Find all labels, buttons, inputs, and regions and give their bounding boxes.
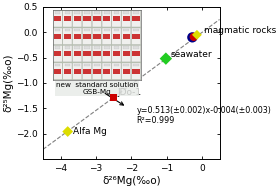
Point [164,57,168,60]
Text: y=0.513(±0.002)x-0.004(±0.003)
R²=0.999: y=0.513(±0.002)x-0.004(±0.003) R²=0.999 [137,106,271,125]
Point [65,130,70,133]
Point [112,96,116,99]
Text: JDo-1: JDo-1 [118,88,142,97]
Point [192,35,196,38]
Text: new  standard solution
GSB-Mg: new standard solution GSB-Mg [56,82,138,95]
Text: seawater: seawater [170,50,212,59]
X-axis label: δ²⁶Mg(‰o): δ²⁶Mg(‰o) [102,176,161,186]
Point [195,33,199,36]
Y-axis label: δ²⁵Mg(‰o): δ²⁵Mg(‰o) [4,54,14,112]
Text: magmatic rocks: magmatic rocks [204,26,276,35]
Point [190,36,195,39]
Text: Alfa Mg: Alfa Mg [73,127,107,136]
